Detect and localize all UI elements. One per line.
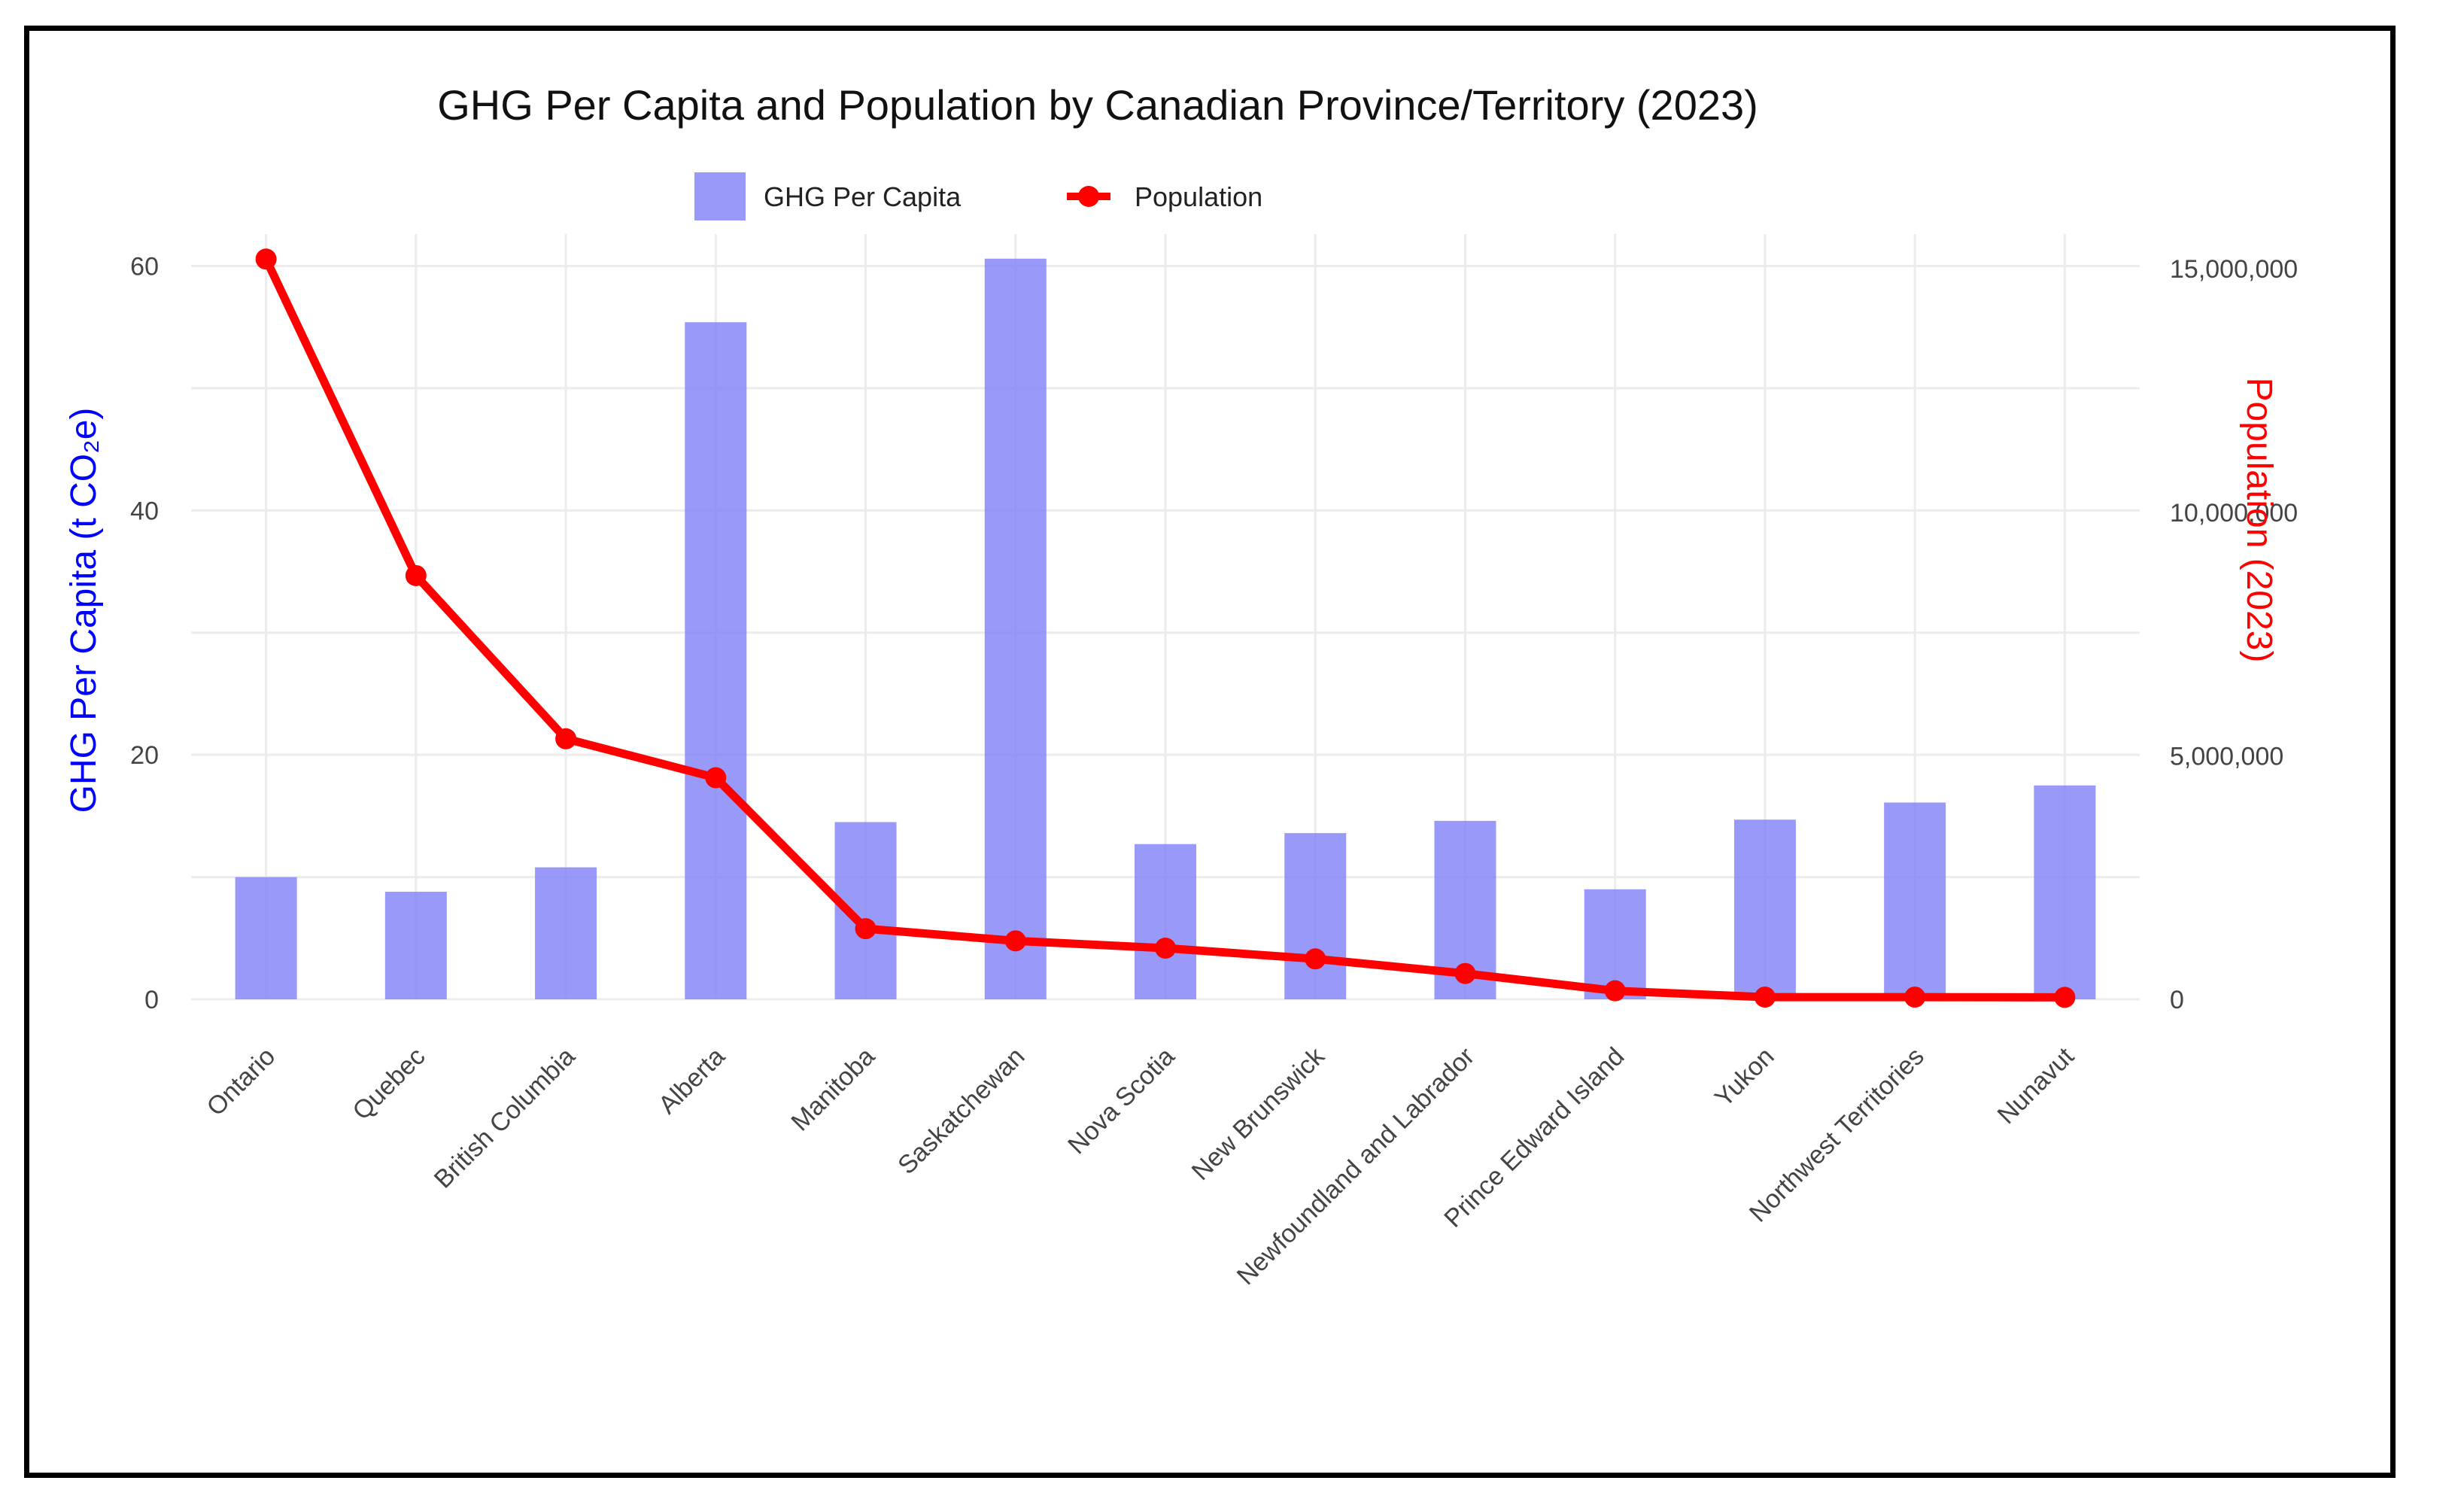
bar	[2034, 785, 2096, 999]
population-point	[705, 767, 727, 789]
legend-label-ghg: GHG Per Capita	[764, 181, 962, 212]
population-point	[2054, 987, 2076, 1008]
population-point	[255, 248, 277, 270]
population-point	[1155, 938, 1176, 959]
y-tick-right: 5,000,000	[2170, 742, 2283, 771]
x-tick-label: Newfoundland and Labrador	[1232, 1042, 1480, 1291]
x-tick-label: Quebec	[347, 1042, 430, 1126]
legend-marker-population	[1078, 186, 1099, 207]
y-tick-right: 0	[2170, 986, 2184, 1014]
x-tick-label: Saskatchewan	[892, 1042, 1030, 1180]
chart: GHG Per Capita and Population by Canadia…	[64, 81, 2298, 1291]
bar	[1135, 844, 1196, 999]
x-tick-label: Nunavut	[1992, 1041, 2080, 1129]
bar	[235, 877, 297, 999]
bar	[384, 892, 447, 999]
x-tick-label: British Columbia	[429, 1042, 581, 1194]
population-point	[1454, 962, 1476, 984]
bar	[535, 867, 597, 999]
population-point	[555, 728, 577, 749]
x-tick-label: Ontario	[202, 1042, 281, 1122]
y-tick-left: 40	[130, 497, 159, 525]
bar	[685, 322, 747, 999]
x-tick-label: Alberta	[653, 1042, 731, 1120]
population-point	[1004, 930, 1026, 952]
x-tick-label: Yukon	[1709, 1042, 1780, 1113]
bar	[1284, 833, 1347, 999]
axes: 0 20 40 60 0 5,000,000 10,000,000 15,000,000 Ont…	[130, 252, 2298, 1291]
population-point	[405, 564, 427, 586]
y-tick-left: 60	[130, 252, 159, 281]
population-point	[1305, 948, 1326, 970]
legend-swatch-ghg	[694, 172, 746, 220]
y-tick-left: 0	[144, 986, 159, 1014]
chart-title: GHG Per Capita and Population by Canadia…	[437, 81, 1758, 129]
x-tick-label: Nova Scotia	[1062, 1042, 1180, 1160]
bar	[984, 258, 1047, 999]
y-tick-right: 15,000,000	[2170, 255, 2298, 284]
y-tick-right: 10,000,000	[2170, 499, 2298, 527]
chart-frame: GHG Per Capita and Population by Canadia…	[24, 26, 2396, 1478]
line-series	[255, 248, 2076, 1008]
bar	[1884, 802, 1946, 999]
y-tick-left: 20	[130, 741, 159, 770]
x-tick-label: Manitoba	[785, 1042, 880, 1137]
bar	[1733, 819, 1796, 999]
legend: GHG Per Capita Population	[694, 172, 1262, 220]
y-axis-title-left: GHG Per Capita (t CO₂e)	[64, 408, 104, 813]
population-point	[855, 918, 877, 940]
x-tick-label: New Brunswick	[1186, 1041, 1331, 1186]
legend-label-population: Population	[1135, 181, 1262, 212]
population-point	[1604, 980, 1626, 1002]
y-axis-title-right: Population (2023)	[2239, 378, 2279, 663]
population-point	[1904, 987, 1926, 1008]
population-point	[1754, 987, 1776, 1008]
